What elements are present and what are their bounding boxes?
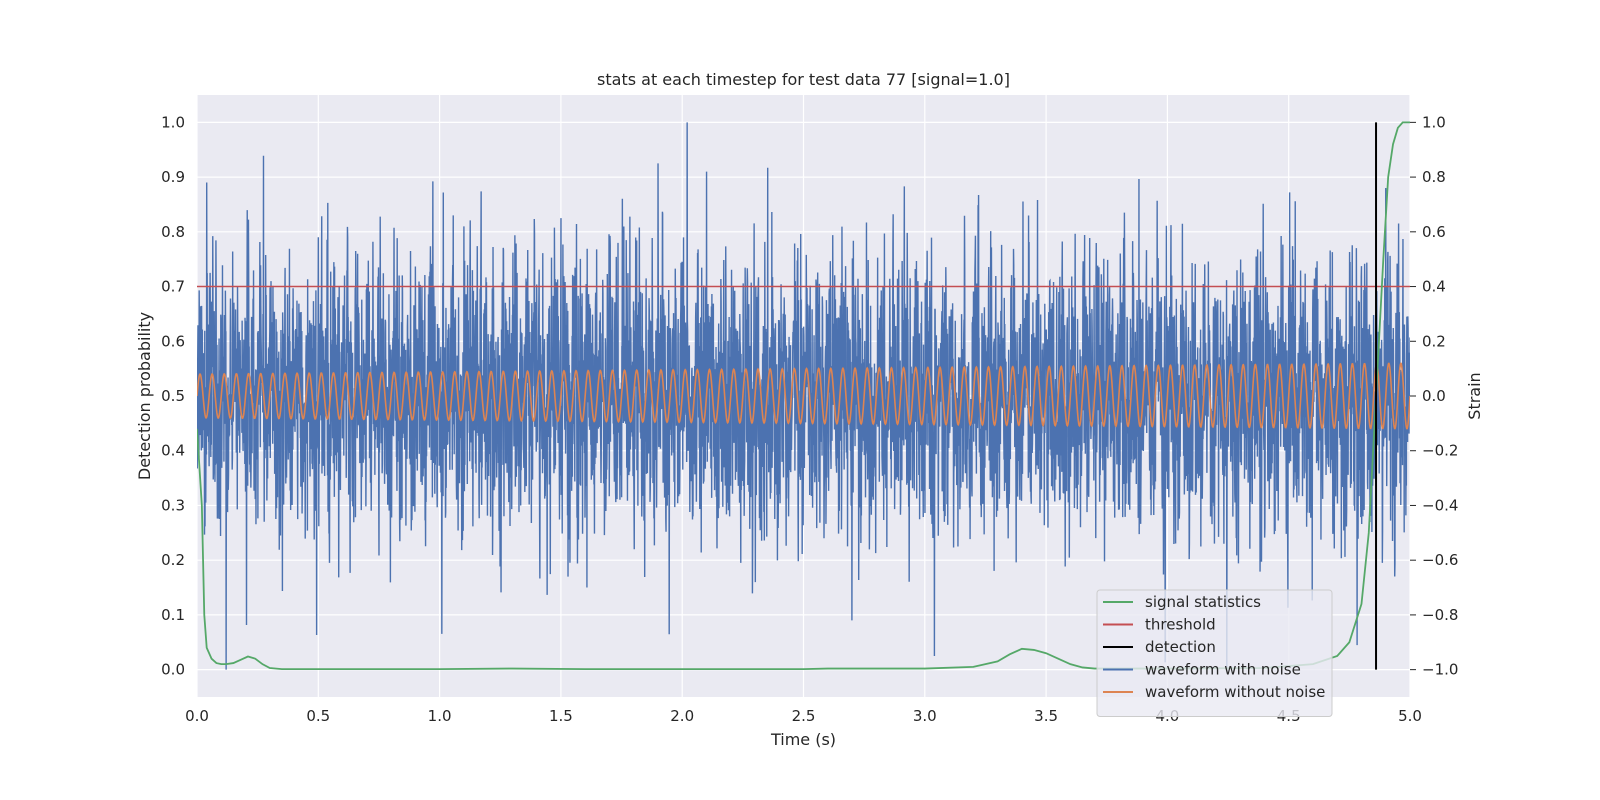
x-tick-label: 2.0 <box>670 707 694 725</box>
legend-label: waveform without noise <box>1145 683 1325 701</box>
x-tick-label: 3.0 <box>913 707 937 725</box>
y-right-tick-label: 0.2 <box>1422 332 1446 350</box>
y-left-tick-label: 0.0 <box>161 661 185 679</box>
y-right-tick-label: −0.2 <box>1422 442 1458 460</box>
y-right-tick-label: 0.4 <box>1422 278 1446 296</box>
x-tick-label: 5.0 <box>1398 707 1422 725</box>
legend: signal statistics threshold detection wavef… <box>1096 589 1333 717</box>
x-axis-label: Time (s) <box>770 730 836 749</box>
y-left-tick-label: 0.2 <box>161 551 185 569</box>
y-axis-right-label: Strain <box>1465 372 1484 419</box>
legend-label: threshold <box>1145 616 1216 634</box>
x-tick-label: 2.5 <box>792 707 816 725</box>
legend-label: waveform with noise <box>1145 661 1301 679</box>
y-left-tick-label: 0.9 <box>161 168 185 186</box>
series-layer <box>197 121 1410 670</box>
y-left-tick-label: 0.1 <box>161 606 185 624</box>
legend-box <box>1096 589 1333 717</box>
series-signal-statistics <box>197 121 1410 670</box>
series-waveform-without-noise <box>197 362 1410 430</box>
x-tick-label: 0.5 <box>306 707 330 725</box>
chart-title: stats at each timestep for test data 77 … <box>597 70 1010 89</box>
y-left-tick-label: 1.0 <box>161 113 185 131</box>
x-tick-label: 3.5 <box>1034 707 1058 725</box>
y-right-tick-label: −0.8 <box>1422 606 1458 624</box>
y-left-tick-label: 0.6 <box>161 332 185 350</box>
x-tick-label: 0.0 <box>185 707 209 725</box>
y-right-tick-label: −1.0 <box>1422 661 1458 679</box>
y-right-tick-label: −0.6 <box>1422 551 1458 569</box>
y-left-tick-label: 0.7 <box>161 278 185 296</box>
y-axis-left-label: Detection probability <box>135 312 154 480</box>
x-tick-label: 1.0 <box>428 707 452 725</box>
y-left-tick-label: 0.4 <box>161 442 185 460</box>
x-tick-label: 1.5 <box>549 707 573 725</box>
y-right-tick-label: 0.8 <box>1422 168 1446 186</box>
y-left-tick-label: 0.5 <box>161 387 185 405</box>
y-right-tick-label: 0.0 <box>1422 387 1446 405</box>
y-left-tick-label: 0.8 <box>161 223 185 241</box>
y-left-tick-label: 0.3 <box>161 496 185 514</box>
legend-label: detection <box>1145 638 1216 656</box>
y-right-tick-label: 0.6 <box>1422 223 1446 241</box>
legend-label: signal statistics <box>1145 593 1261 611</box>
y-right-tick-label: −0.4 <box>1422 496 1458 514</box>
y-right-tick-label: 1.0 <box>1422 113 1446 131</box>
